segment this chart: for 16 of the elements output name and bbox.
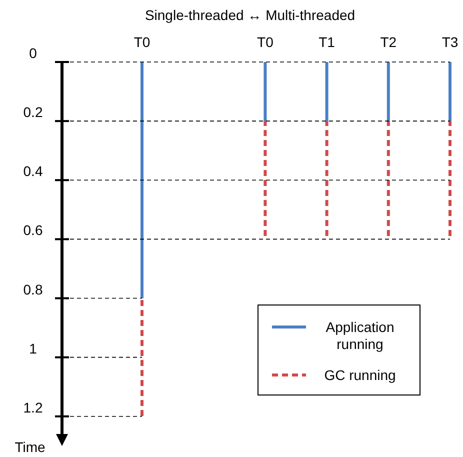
y-tick-label: 0 [29, 45, 38, 61]
y-tick-label: 0.4 [23, 163, 43, 180]
y-tick-label: 1.2 [23, 399, 43, 416]
y-tick-label: 0.6 [23, 222, 43, 238]
x-tick-label: T1 [318, 34, 336, 50]
chart-title: Single-threaded ↔ Multi-threaded [144, 7, 356, 23]
legend-label: Application running [326, 319, 394, 352]
y-axis-title: Time [14, 439, 46, 455]
x-tick-label: T3 [442, 34, 458, 50]
legend-label: GC running [324, 367, 396, 383]
y-tick-label: 0.2 [23, 104, 43, 120]
x-tick-label: T0 [257, 34, 274, 50]
y-tick-label: 1 [29, 340, 38, 356]
y-tick-label: 0.8 [23, 281, 43, 298]
x-tick-label: T2 [380, 34, 397, 50]
x-tick-label: T0 [134, 34, 150, 50]
